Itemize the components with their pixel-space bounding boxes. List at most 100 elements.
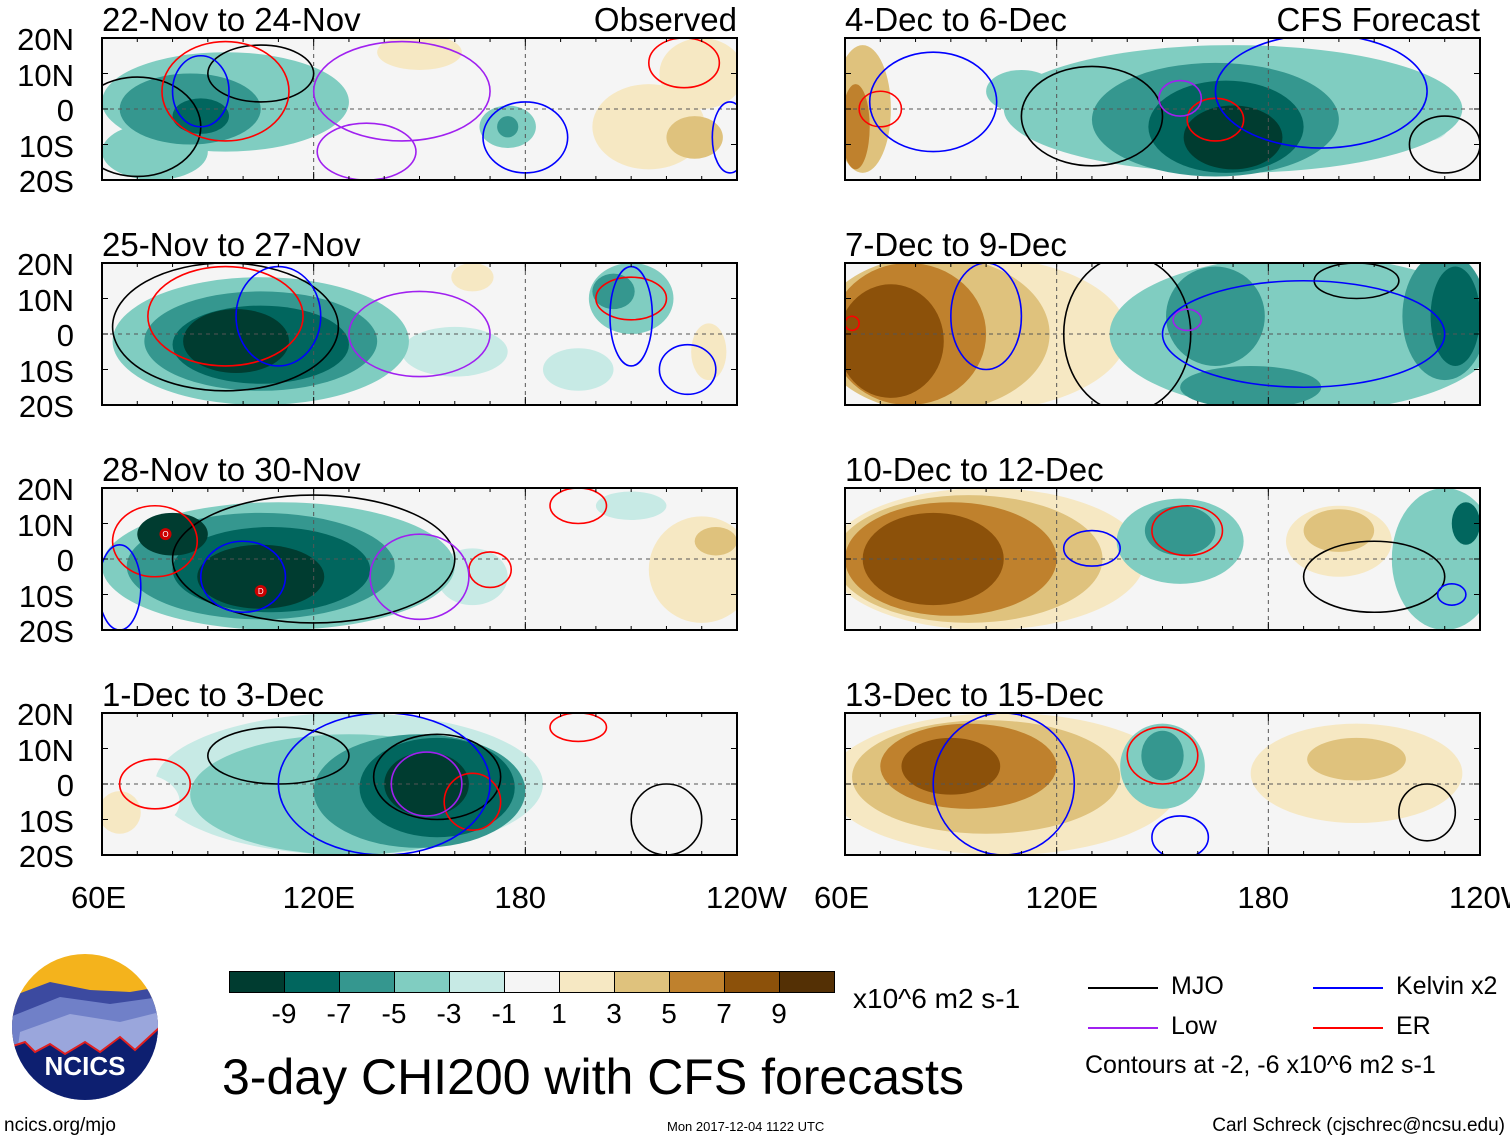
kelvin-contour <box>1062 529 1121 567</box>
anomaly-shading <box>197 544 325 609</box>
kelvin-contour <box>1161 279 1446 389</box>
er-contour <box>549 713 608 743</box>
colorbar-swatch <box>669 971 725 993</box>
panel-title: 25-Nov to 27-Nov <box>102 226 361 263</box>
colorbar-label: -7 <box>326 998 352 1029</box>
er-contour <box>147 265 304 367</box>
storm-marker <box>254 584 267 597</box>
low-contour <box>1158 79 1203 117</box>
low-contour <box>312 40 491 142</box>
map-panel <box>844 37 1481 181</box>
map-panel <box>844 262 1481 406</box>
er-contour <box>1126 726 1199 785</box>
panel-title: 22-Nov to 24-Nov <box>102 1 361 38</box>
latitude-label: 0 <box>56 768 74 803</box>
kelvin-contour <box>658 343 717 396</box>
anomaly-shading <box>574 744 688 802</box>
anomaly-shading <box>595 491 667 520</box>
kelvin-contour <box>1436 583 1467 606</box>
panel-title: 7-Dec to 9-Dec <box>845 226 1067 263</box>
colorbar-swatch <box>724 971 780 993</box>
anomaly-shading <box>901 737 1001 795</box>
colorbar-swatch <box>559 971 615 993</box>
legend-label: Low <box>1171 1012 1217 1040</box>
anomaly-shading <box>183 309 289 374</box>
latitude-label: 20N <box>17 472 74 507</box>
colorbar-label: 7 <box>716 998 732 1029</box>
panel-title: 10-Dec to 12-Dec <box>845 451 1104 488</box>
low-contour <box>348 290 491 378</box>
storm-marker-label: D <box>258 587 264 596</box>
anomaly-shading <box>684 270 720 313</box>
storm-marker-label: O <box>162 530 168 539</box>
er-contour <box>161 40 290 142</box>
colorbar-swatch <box>339 971 395 993</box>
latitude-label: 10N <box>17 57 74 93</box>
longitude-label: 120E <box>1025 880 1099 915</box>
latitude-label: 10S <box>18 353 74 389</box>
colorbar-swatch <box>779 971 835 993</box>
low-contour <box>1172 308 1203 332</box>
latitude-label: 20S <box>18 839 74 874</box>
longitude-label: 180 <box>494 880 547 915</box>
longitude-label: 60E <box>814 880 870 915</box>
anomaly-shading <box>691 323 727 381</box>
legend-label: Kelvin x2 <box>1396 972 1498 1000</box>
longitude-label: 120W <box>1449 880 1510 915</box>
kelvin-contour <box>711 101 737 174</box>
kelvin-contour <box>102 544 142 630</box>
latitude-label: 20S <box>18 164 74 199</box>
er-contour <box>845 315 860 332</box>
colorbar-swatch <box>449 971 505 993</box>
anomaly-shading <box>447 41 533 92</box>
anomaly-shading <box>1183 105 1283 170</box>
mjo-contour <box>207 44 315 103</box>
mjo-contour <box>1398 783 1457 842</box>
colorbar-label: -3 <box>436 998 462 1029</box>
kelvin-contour <box>932 713 1076 855</box>
latitude-label: 10S <box>18 803 74 839</box>
anomaly-shading <box>542 348 614 391</box>
low-contour <box>316 122 417 180</box>
latitude-label: 0 <box>56 93 74 128</box>
map-panel: OD <box>101 487 738 631</box>
er-contour <box>549 488 608 525</box>
anomaly-shading <box>845 84 870 170</box>
latitude-label: 20N <box>17 22 74 57</box>
timestamp: Mon 2017-12-04 1122 UTC <box>667 1119 825 1134</box>
mjo-contour <box>630 783 703 855</box>
anomaly-shading <box>451 263 494 292</box>
colorbar-swatch <box>229 971 285 993</box>
site-url[interactable]: ncics.org/mjo <box>4 1115 116 1136</box>
panel-source-tag: CFS Forecast <box>1276 1 1480 38</box>
colorbar-swatch <box>394 971 450 993</box>
colorbar-label: -1 <box>491 998 517 1029</box>
legend-line <box>1313 1027 1383 1029</box>
panel-title: 1-Dec to 3-Dec <box>102 676 324 713</box>
anomaly-shading <box>102 791 141 834</box>
legend-line <box>1088 1027 1158 1029</box>
anomaly-shading <box>1141 730 1184 781</box>
panel-source-tag: Observed <box>593 1 737 38</box>
kelvin-contour <box>950 263 1023 371</box>
map-panel <box>101 712 738 856</box>
anomaly-shading <box>384 752 469 816</box>
colorbar-label: -9 <box>271 998 297 1029</box>
er-contour <box>111 504 199 578</box>
latitude-label: 20S <box>18 389 74 424</box>
er-contour <box>443 772 502 831</box>
er-contour <box>648 38 721 89</box>
colorbar-label: 5 <box>661 998 677 1029</box>
longitude-label: 60E <box>71 880 127 915</box>
latitude-label: 10N <box>17 732 74 768</box>
kelvin-contour <box>1214 38 1428 149</box>
legend-label: MJO <box>1171 972 1224 1000</box>
anomaly-shading <box>401 326 508 377</box>
colorbar-label: 9 <box>771 998 787 1029</box>
anomaly-shading <box>1307 737 1406 781</box>
mjo-contour <box>372 733 502 821</box>
colorbar-units: x10^6 m2 s-1 <box>853 983 1021 1014</box>
longitude-label: 120W <box>706 880 787 915</box>
panel-title: 13-Dec to 15-Dec <box>845 676 1104 713</box>
panel-title: 4-Dec to 6-Dec <box>845 1 1067 38</box>
